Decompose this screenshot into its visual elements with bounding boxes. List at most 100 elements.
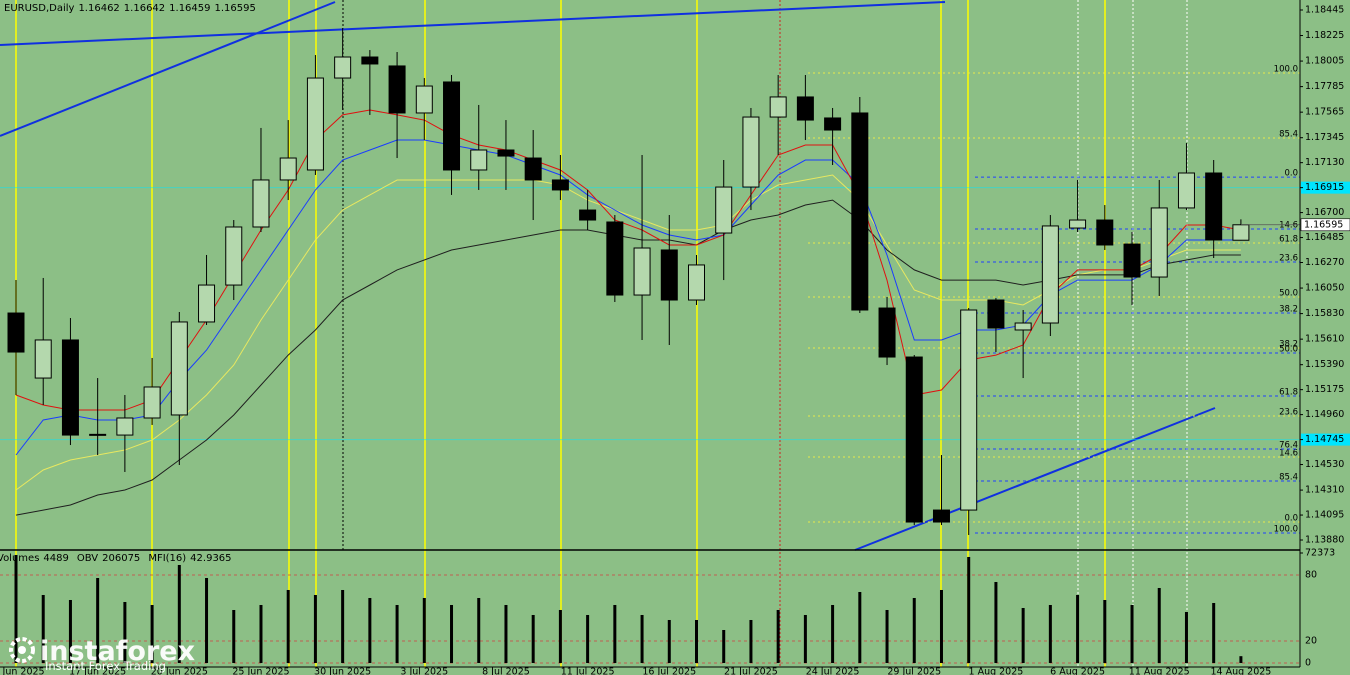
candle-body bbox=[1123, 243, 1141, 278]
x-tick-label: 20 Jun 2025 bbox=[151, 667, 208, 675]
y-tick-label: 1.16915 bbox=[1305, 182, 1344, 193]
low-value: 1.16459 bbox=[169, 3, 210, 14]
x-tick-label: 14 Aug 2025 bbox=[1210, 667, 1271, 675]
volume-bar bbox=[640, 614, 644, 663]
y-tick-label: 1.16270 bbox=[1305, 257, 1344, 268]
x-tick-label: 29 Jul 2025 bbox=[887, 667, 941, 675]
volume-bar bbox=[776, 609, 780, 663]
y2-tick-label: 0 bbox=[1305, 658, 1311, 669]
fib-label: 23.6 bbox=[1279, 254, 1298, 264]
level-box bbox=[1301, 181, 1350, 194]
brand-tagline: Instant Forex Trading bbox=[45, 659, 166, 673]
fib-label: 85.4 bbox=[1279, 473, 1298, 483]
candle-body bbox=[1014, 322, 1032, 331]
fib-label: 50.0 bbox=[1279, 344, 1298, 354]
y-tick-label: 1.16485 bbox=[1305, 232, 1344, 243]
y-tick-label: 1.15610 bbox=[1305, 334, 1344, 345]
fib-label: 76.4 bbox=[1279, 440, 1298, 450]
volume-bar bbox=[205, 577, 209, 663]
volume-bar bbox=[939, 589, 943, 663]
trendline bbox=[0, 1, 946, 46]
obv-name: OBV bbox=[77, 553, 98, 564]
candle-body bbox=[170, 321, 188, 416]
symbol: EURUSD,Daily bbox=[4, 3, 75, 14]
volume-bar bbox=[96, 577, 100, 663]
trendlines bbox=[0, 1, 1216, 551]
volume-bar bbox=[667, 619, 671, 663]
volume-bar bbox=[613, 604, 617, 663]
volume-bar bbox=[1021, 607, 1025, 663]
candle-body bbox=[851, 112, 869, 311]
level-box bbox=[1301, 433, 1350, 446]
candle-body bbox=[688, 264, 705, 301]
volume-bar bbox=[41, 594, 45, 663]
candle-body bbox=[606, 221, 624, 296]
volume-bar bbox=[531, 614, 535, 663]
candle-body bbox=[1069, 219, 1087, 229]
volume-bar bbox=[150, 604, 154, 663]
obv-value: 206075 bbox=[102, 553, 140, 564]
volume-value: 4489 bbox=[43, 553, 68, 564]
candle-body bbox=[143, 386, 161, 419]
candle-body bbox=[524, 157, 542, 181]
candle-body bbox=[470, 149, 488, 171]
x-tick-label: 16 Jul 2025 bbox=[642, 667, 696, 675]
volume-bar bbox=[885, 609, 889, 663]
brand: instaforex bbox=[40, 636, 195, 667]
volume-bar bbox=[967, 556, 971, 663]
candle-body bbox=[1232, 224, 1250, 241]
candle-body bbox=[1205, 172, 1223, 241]
candle-body bbox=[306, 77, 324, 171]
y-tick-label: 1.14095 bbox=[1305, 510, 1344, 521]
candle-body bbox=[198, 284, 216, 323]
logo-icon bbox=[18, 646, 26, 654]
y-tick-label: 1.17785 bbox=[1305, 81, 1344, 92]
candle-body bbox=[824, 117, 842, 131]
y-tick-label: 1.16050 bbox=[1305, 283, 1344, 294]
y-tick-label: 1.18005 bbox=[1305, 56, 1344, 67]
candle-body bbox=[225, 226, 243, 286]
price-label: 1.16595 bbox=[1304, 219, 1343, 230]
candle-body bbox=[551, 179, 569, 191]
y-tick-label: 1.15175 bbox=[1305, 384, 1344, 395]
volume-bar bbox=[1048, 604, 1052, 663]
fib-label: 50.0 bbox=[1279, 289, 1298, 299]
candle-body bbox=[7, 312, 25, 353]
volume-bar bbox=[749, 619, 753, 663]
candle-body bbox=[34, 339, 52, 379]
volume-bar bbox=[450, 604, 454, 663]
y-tick-label: 1.14960 bbox=[1305, 409, 1344, 420]
candle-body bbox=[89, 433, 107, 436]
logo-icon bbox=[9, 637, 35, 663]
x-tick-label: 17 Jun 2025 bbox=[69, 667, 126, 675]
candle-body bbox=[932, 509, 950, 523]
volume-name: Volumes bbox=[0, 553, 39, 564]
candle-body bbox=[61, 339, 79, 436]
moving-average bbox=[15, 109, 1241, 411]
candle-body bbox=[415, 85, 433, 114]
fib-label: 61.8 bbox=[1279, 235, 1298, 245]
x-tick-label: 1 Aug 2025 bbox=[969, 667, 1024, 675]
candle-body bbox=[878, 307, 896, 358]
y-tick-label: 1.17130 bbox=[1305, 157, 1344, 168]
candle-body bbox=[252, 179, 270, 228]
y-tick-label: 72373 bbox=[1305, 548, 1335, 559]
volume-bar bbox=[14, 554, 18, 663]
volume-bar bbox=[1130, 604, 1134, 663]
volume-bar bbox=[232, 609, 236, 663]
volume-bar bbox=[286, 589, 290, 663]
price-box bbox=[1300, 218, 1350, 232]
y-tick-label: 1.15830 bbox=[1305, 308, 1344, 319]
close-value: 1.16595 bbox=[215, 3, 256, 14]
candle-body bbox=[116, 417, 134, 436]
candle-body bbox=[1096, 219, 1114, 246]
fib-label: 100.0 bbox=[1274, 525, 1298, 535]
x-tick-label: 6 Aug 2025 bbox=[1050, 667, 1105, 675]
watermark: instaforex Instant Forex Trading bbox=[9, 636, 195, 673]
candle-body bbox=[361, 56, 379, 65]
indicator-header: Volumes 4489 OBV 206075 MFI(16) 42.9365 bbox=[0, 553, 232, 564]
x-tick-label: 11 Aug 2025 bbox=[1129, 667, 1190, 675]
volume-bar bbox=[1103, 599, 1107, 663]
fib-label: 14.6 bbox=[1279, 220, 1298, 230]
